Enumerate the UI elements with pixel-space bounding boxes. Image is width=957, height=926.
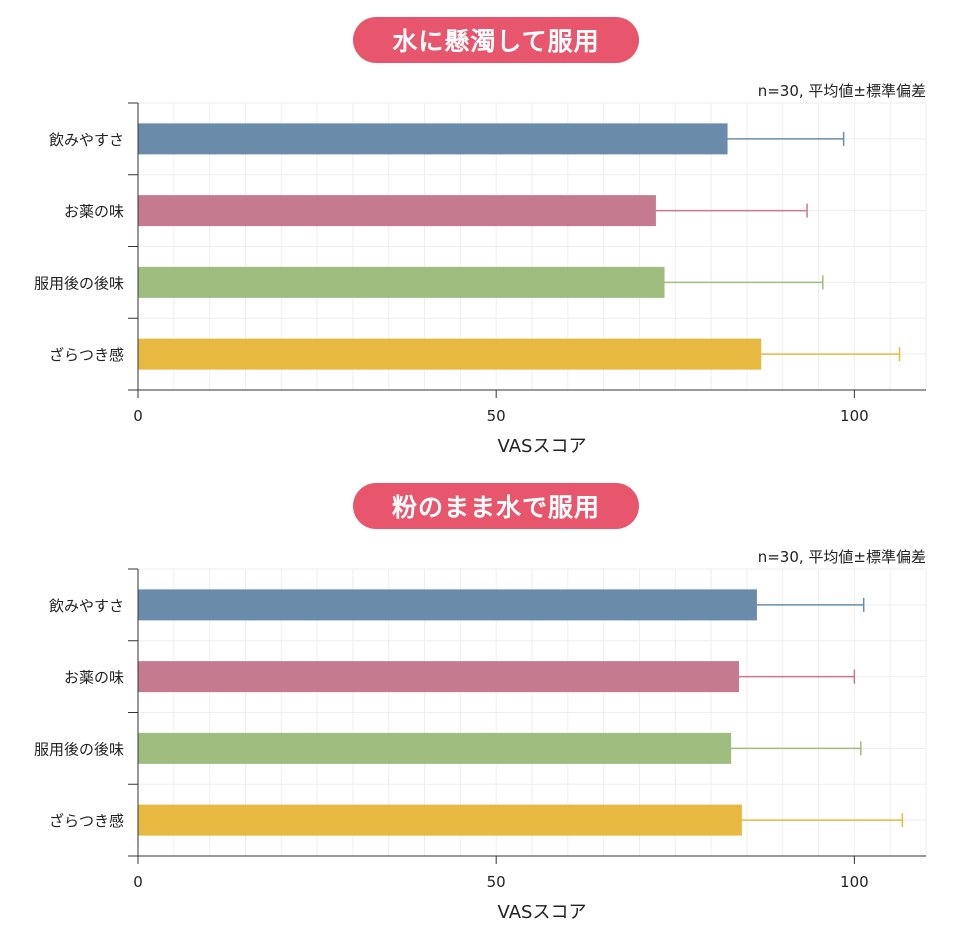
x-tick-label: 100 <box>840 407 869 425</box>
bar <box>138 266 665 298</box>
bar <box>138 661 740 693</box>
category-label: ざらつき感 <box>49 346 124 364</box>
category-label: お薬の味 <box>64 203 124 221</box>
x-tick-label: 100 <box>840 873 869 891</box>
chart-note: n=30, 平均値±標準偏差 <box>758 548 926 566</box>
chart-note: n=30, 平均値±標準偏差 <box>758 82 926 100</box>
bar <box>138 195 656 227</box>
bar <box>138 589 757 621</box>
category-label: 飲みやすさ <box>49 131 124 149</box>
chart-title: 水に懸濁して服用 <box>353 17 639 63</box>
category-label: 服用後の後味 <box>34 740 124 758</box>
bar <box>138 338 762 370</box>
chart-title: 粉のまま水で服用 <box>353 483 639 529</box>
category-label: 飲みやすさ <box>49 597 124 615</box>
x-axis-label: VASスコア <box>498 436 587 457</box>
category-label: お薬の味 <box>64 669 124 687</box>
category-label: ざらつき感 <box>49 812 124 830</box>
x-axis-label: VASスコア <box>498 902 587 923</box>
bar <box>138 804 742 836</box>
x-tick-label: 50 <box>487 873 506 891</box>
x-tick-label: 50 <box>487 407 506 425</box>
chart-panel-powder: 粉のまま水で服用 飲みやすさお薬の味服用後の後味ざらつき感 0 50 100 VASスコ… <box>0 466 957 926</box>
x-tick-label: 0 <box>133 873 143 891</box>
category-label: 服用後の後味 <box>34 274 124 292</box>
x-tick-label: 0 <box>133 407 143 425</box>
bar <box>138 732 732 764</box>
bar <box>138 123 728 155</box>
chart-panel-suspension: 水に懸濁して服用 飲みやすさお薬の味服用後の後味ざらつき感 0 50 100 VASスコ… <box>0 0 957 460</box>
